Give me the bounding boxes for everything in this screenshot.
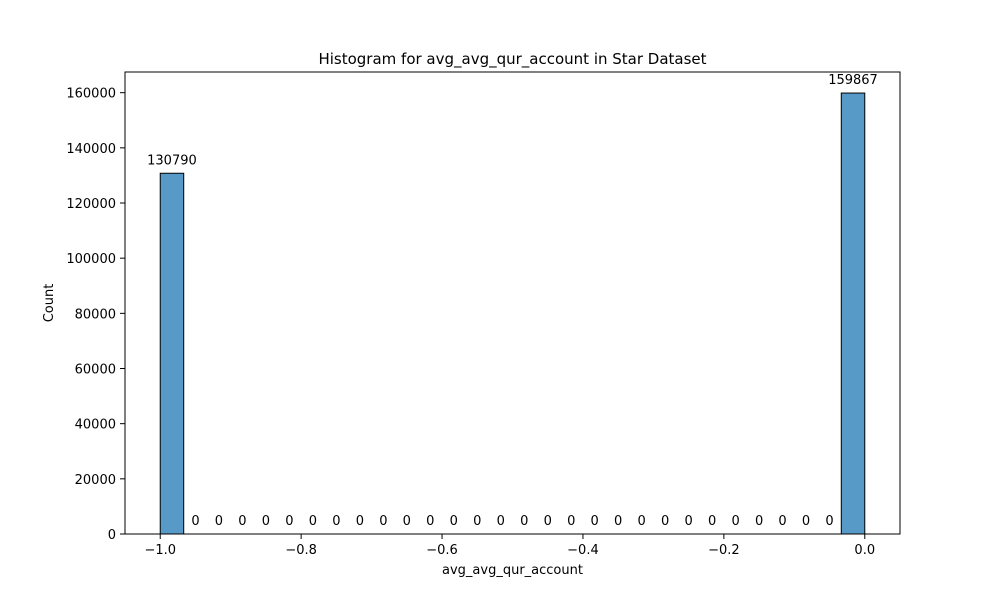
chart-title: Histogram for avg_avg_qur_account in Sta… [318,50,706,69]
y-tick-label: 20000 [75,473,116,488]
bar-value-label: 0 [262,514,270,529]
bar-value-label: 0 [684,514,692,529]
bar-value-label: 0 [755,514,763,529]
bar-value-label: 0 [591,514,599,529]
bar-value-label: 0 [426,514,434,529]
bar-value-label: 0 [708,514,716,529]
y-tick-label: 40000 [75,418,116,433]
plot-frame [124,71,901,535]
bars-group [159,92,866,535]
y-tick-label: 120000 [66,197,116,212]
bar-value-label: 130790 [147,153,197,168]
bar-value-label: 0 [802,514,810,529]
histogram-bar [159,172,185,535]
bar-value-label: 0 [379,514,387,529]
x-tick-label: −1.0 [144,543,176,558]
x-axis-label: avg_avg_qur_account [442,563,583,578]
bar-value-label: 0 [285,514,293,529]
bar-value-label: 0 [778,514,786,529]
x-tick-label: −0.4 [567,543,599,558]
bar-value-label: 0 [309,514,317,529]
bar-value-label: 0 [520,514,528,529]
bar-value-label: 0 [614,514,622,529]
x-axis: −1.0 −0.8 −0.6 −0.4 −0.2 0.0 [144,534,875,558]
bar-value-label: 0 [497,514,505,529]
bar-value-label: 0 [661,514,669,529]
x-tick-label: −0.8 [285,543,317,558]
bar-value-label: 0 [731,514,739,529]
bar-value-label: 0 [403,514,411,529]
bar-value-label: 0 [825,514,833,529]
bar-value-label: 0 [544,514,552,529]
histogram-bar [840,92,866,535]
y-axis-label: Count [42,284,57,323]
y-tick-label: 100000 [66,252,116,267]
bar-value-label: 0 [215,514,223,529]
bar-value-label: 0 [191,514,199,529]
bar-value-label: 0 [450,514,458,529]
x-tick-label: 0.0 [854,543,875,558]
bar-value-label: 0 [238,514,246,529]
y-tick-label: 60000 [75,363,116,378]
bar-value-label: 0 [473,514,481,529]
bar-value-label: 0 [356,514,364,529]
bar-value-label: 159867 [828,73,878,88]
x-tick-label: −0.2 [708,543,740,558]
bar-value-label: 0 [332,514,340,529]
bar-value-label: 0 [567,514,575,529]
y-tick-label: 80000 [75,307,116,322]
y-tick-label: 160000 [66,87,116,102]
y-tick-label: 0 [108,528,116,543]
bar-value-label: 0 [638,514,646,529]
x-tick-label: −0.6 [426,543,458,558]
y-tick-label: 140000 [66,142,116,157]
y-axis: 0 20000 40000 60000 80000 100000 120000 140000 1… [66,87,125,543]
